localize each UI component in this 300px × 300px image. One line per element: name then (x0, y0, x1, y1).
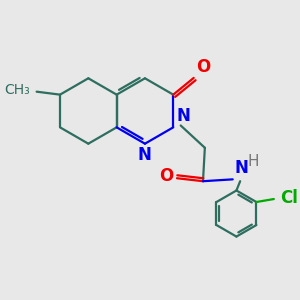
Text: O: O (196, 58, 211, 76)
Text: CH₃: CH₃ (4, 83, 30, 97)
Text: H: H (248, 154, 259, 169)
Text: O: O (159, 167, 173, 185)
Text: Cl: Cl (280, 189, 298, 207)
Text: N: N (235, 160, 248, 178)
Text: N: N (176, 107, 190, 125)
Text: N: N (137, 146, 151, 164)
